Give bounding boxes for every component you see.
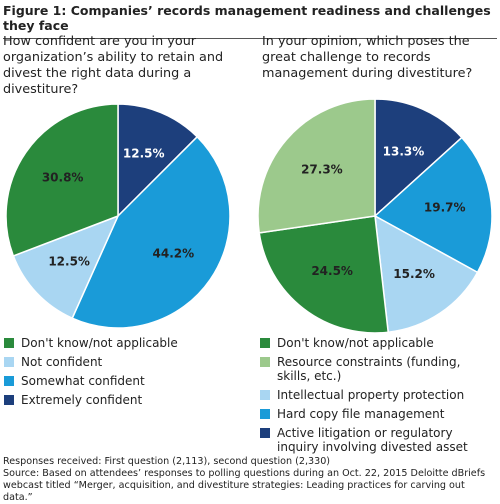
legend-item: Don't know/not applicable [4,336,239,350]
legend-item: Not confident [4,355,239,369]
pie-slice [117,103,199,218]
data-label: 15.2% [393,267,435,281]
note: Responses received: First question (2,11… [3,456,331,467]
legend-label: Don't know/not applicable [277,336,434,350]
legend-label: Not confident [21,355,103,369]
chart-title: In your opinion, which poses the great c… [262,34,473,81]
note: Source: Based on attendees’ responses to… [3,468,486,503]
legend-swatch [4,395,14,405]
data-label: 44.2% [153,247,195,261]
legend-swatch [260,409,270,419]
data-label: 13.3% [383,144,425,158]
legend-item: Extremely confident [4,393,239,407]
pie-slice [258,215,390,334]
pies: 12.5% 44.2% 12.5% 30.8% 13.3% 19.7% 15.2% 24.5%… [5,98,493,334]
legend-item: Intellectual property protection [260,388,495,402]
legend-label: Hard copy file management [277,407,445,421]
legend-item: Don't know/not applicable [260,336,495,350]
chart-title: How confident are you in your organizati… [3,34,224,97]
data-label: 30.8% [42,170,84,184]
legend-swatch [4,376,14,386]
legend-item: Resource constraints (funding, skills, e… [260,355,495,383]
pie-slice [12,214,120,320]
legend: Don't know/not applicable Resource constr… [260,336,495,459]
data-label: 12.5% [48,255,90,269]
legend-item: Hard copy file management [260,407,495,421]
pie-slice [374,98,463,218]
legend-swatch [260,357,270,367]
legend-label: Don't know/not applicable [21,336,178,350]
pie-slice [373,136,493,274]
data-label: 24.5% [311,264,353,278]
pie-slice [71,135,231,329]
data-label: 27.3% [301,163,343,177]
legend-item: Somewhat confident [4,374,239,388]
legend-label: Intellectual property protection [277,388,465,402]
legend-swatch [260,390,270,400]
legend-label: Active litigation or regulatory inquiry … [277,426,468,454]
legend-item: Active litigation or regulatory inquiry … [260,426,495,454]
pie-slice [374,214,479,334]
pie-slice [5,103,119,257]
legend-swatch [4,338,14,348]
legend-label: Extremely confident [21,393,143,407]
data-label: 12.5% [123,146,165,160]
legend-label: Somewhat confident [21,374,145,388]
figure-title: Figure 1: Companies’ records management … [3,3,497,39]
pie-slice [257,98,376,234]
legend-swatch [260,338,270,348]
legend-label: Resource constraints (funding, skills, e… [277,355,461,383]
legend-swatch [260,428,270,438]
data-label: 19.7% [424,200,466,214]
legend: Don't know/not applicable Not confident So… [4,336,239,412]
legend-swatch [4,357,14,367]
